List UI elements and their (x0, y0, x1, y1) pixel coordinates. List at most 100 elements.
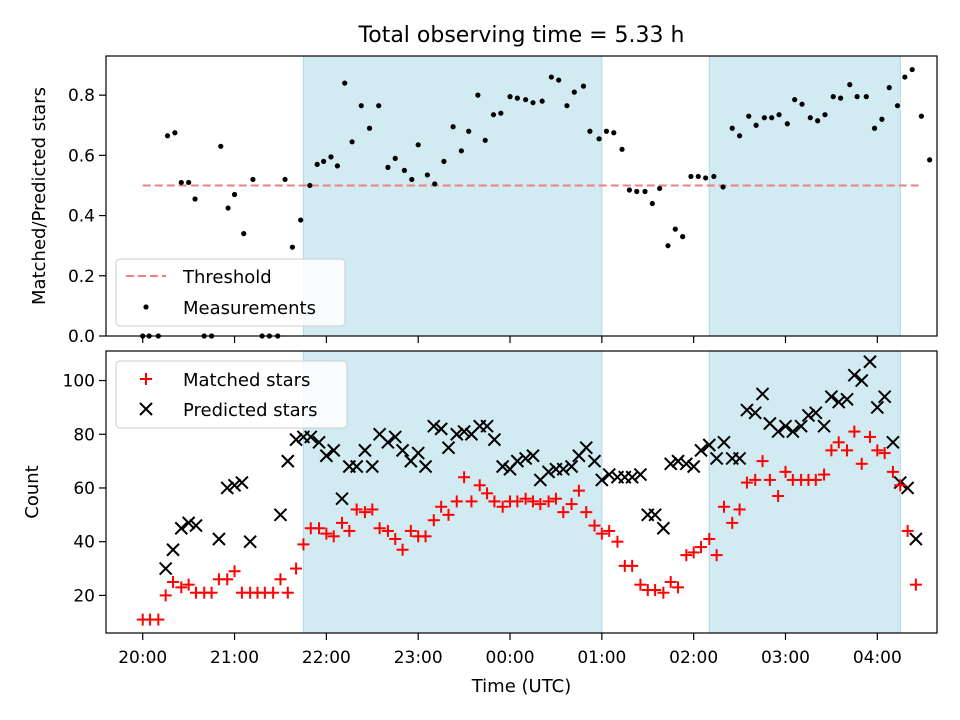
predicted-star-point (817, 419, 831, 433)
measurement-point (314, 161, 320, 167)
marker-stroke (411, 446, 425, 460)
marker-stroke (418, 459, 433, 474)
measurement-point (321, 158, 327, 164)
predicted-star-point (625, 470, 639, 484)
predicted-star-point (656, 521, 671, 535)
measurement-point (902, 74, 908, 80)
marker-stroke (358, 443, 372, 458)
measurement-point (424, 172, 430, 178)
measurement-points (140, 66, 933, 339)
marker-stroke (304, 430, 318, 444)
predicted-star-point (243, 534, 257, 549)
marker-stroke (748, 406, 762, 420)
marker-stroke (335, 492, 349, 506)
matched-star-point (703, 533, 716, 545)
matched-star-point (419, 530, 432, 543)
predicted-star-point (487, 432, 502, 447)
legend-matched-swatch (140, 373, 152, 385)
marker-stroke (434, 422, 448, 436)
predicted-star-point (847, 368, 862, 382)
measurement-point (539, 98, 545, 104)
predicted-star-point (166, 543, 180, 557)
predicted-star-point (518, 451, 533, 466)
matched-star-point (772, 490, 785, 503)
predicted-star-point (304, 430, 318, 444)
predicted-star-point (212, 532, 226, 546)
predicted-star-point (778, 419, 793, 433)
measurement-point (192, 196, 198, 202)
measurement-point (218, 143, 224, 149)
predicted-star-point (388, 430, 402, 444)
marker-stroke (457, 424, 471, 439)
top-x-ticks (142, 336, 878, 343)
measurement-point (784, 121, 790, 127)
predicted-star-point (671, 454, 685, 468)
measurement-point (514, 95, 520, 101)
marker-stroke (480, 419, 494, 433)
marker-stroke (877, 389, 892, 404)
matched-star-point (205, 586, 218, 599)
measurement-point (695, 173, 701, 180)
marker-stroke (732, 451, 747, 466)
measurement-point (753, 122, 759, 128)
measurement-point (720, 184, 726, 190)
marker-stroke (158, 561, 173, 576)
measurement-point (815, 118, 821, 124)
marker-stroke (365, 459, 379, 474)
predicted-star-point (732, 451, 747, 466)
predicted-star-point (526, 449, 540, 463)
predicted-star-point (189, 518, 203, 533)
matched-star-point (182, 578, 195, 591)
marker-stroke (587, 454, 602, 468)
marker-stroke (312, 435, 326, 450)
matched-star-point (710, 549, 723, 562)
measurement-point (178, 179, 184, 186)
marker-stroke (564, 459, 579, 474)
predicted-star-point (510, 454, 525, 468)
predicted-star-point (840, 392, 854, 407)
marker-stroke (495, 459, 510, 474)
matched-star-point (427, 514, 440, 527)
matched-star-point (572, 484, 585, 497)
predicted-star-point (579, 440, 593, 455)
matched-star-point (534, 498, 547, 511)
measurement-point (298, 217, 304, 223)
predicted-star-point (595, 473, 609, 487)
marker-stroke (427, 419, 441, 433)
marker-stroke (817, 419, 831, 433)
predicted-star-point (694, 443, 708, 458)
marker-stroke (656, 521, 671, 535)
matched-star-point (717, 500, 730, 513)
predicted-star-point (395, 443, 410, 458)
matched-star-point (389, 533, 402, 545)
bottom-legend: Matched stars Predicted stars (115, 360, 348, 429)
predicted-star-point (541, 465, 556, 479)
shaded-interval-1 (709, 351, 901, 633)
marker-stroke (227, 478, 242, 492)
measurement-point (822, 112, 828, 118)
marker-stroke (786, 424, 800, 439)
measurement-point (342, 80, 348, 86)
marker-stroke (847, 368, 862, 382)
marker-stroke (220, 481, 234, 495)
measurement-point (792, 97, 798, 103)
predicted-star-point (174, 521, 189, 535)
matched-star-point (313, 522, 326, 535)
measurement-point (409, 176, 415, 183)
matched-star-point (343, 524, 356, 537)
measurement-point (894, 103, 901, 109)
matched-star-point (580, 506, 593, 519)
top-plot-frame (105, 55, 938, 337)
matched-star-point (595, 527, 608, 540)
measurement-point (736, 133, 743, 139)
top-y-axis: 0.0 0.2 0.4 0.6 0.8 (68, 86, 106, 347)
measurement-point (657, 185, 663, 192)
matched-star-point (871, 444, 884, 457)
measurement-point (466, 128, 472, 134)
marker-stroke (289, 432, 303, 447)
marker-stroke (900, 481, 915, 495)
measurement-point (231, 191, 238, 198)
predicted-star-point (786, 424, 800, 439)
measurement-point (172, 130, 178, 136)
matched-star-point (458, 471, 471, 484)
